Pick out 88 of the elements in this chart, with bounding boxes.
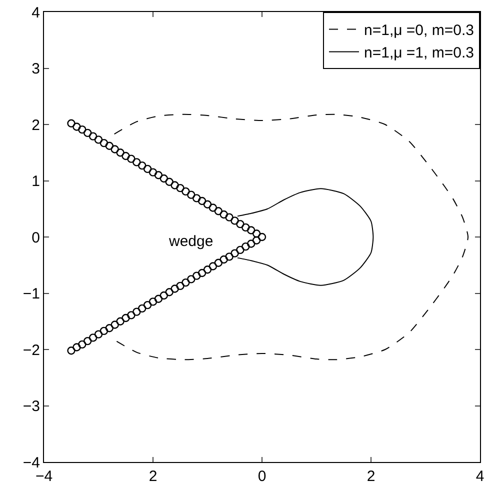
point — [94, 136, 103, 144]
point — [110, 320, 119, 329]
line-series — [114, 114, 469, 360]
point — [122, 314, 130, 322]
point — [116, 317, 124, 326]
y-tick-label: 4 — [32, 4, 40, 22]
point — [208, 204, 218, 212]
point — [230, 249, 239, 258]
point — [138, 161, 146, 170]
point — [220, 210, 228, 219]
point — [220, 255, 228, 264]
y-tick-label: 1 — [32, 173, 40, 190]
point — [203, 266, 212, 274]
point — [247, 240, 256, 248]
x-tick-label: 2 — [366, 468, 376, 485]
point — [236, 220, 244, 228]
point — [198, 196, 206, 206]
legend-label: n=1,μ =0, m=0.3 — [364, 22, 474, 40]
point — [252, 236, 261, 244]
y-tick-label: −2 — [22, 342, 40, 359]
point — [198, 268, 206, 278]
point — [160, 174, 168, 183]
point — [242, 242, 250, 251]
point — [170, 181, 179, 190]
point — [132, 308, 141, 316]
point — [187, 190, 196, 199]
point — [88, 132, 98, 140]
y-tick-label: −4 — [22, 454, 40, 472]
x-tick-label: 4 — [476, 468, 484, 485]
point — [176, 184, 184, 192]
x-tick-label: 2 — [148, 468, 158, 485]
point — [132, 158, 141, 166]
point — [225, 252, 234, 261]
point — [258, 232, 266, 242]
y-tick-label: 0 — [32, 229, 40, 246]
point — [116, 148, 124, 157]
point — [127, 154, 136, 163]
y-tick-label: −3 — [22, 398, 40, 415]
point — [203, 200, 212, 208]
point — [105, 324, 114, 332]
point — [67, 119, 76, 128]
point — [127, 311, 136, 320]
y-tick-label: −1 — [22, 286, 40, 302]
point — [110, 145, 119, 154]
point — [252, 230, 261, 238]
point — [214, 258, 222, 267]
point — [78, 125, 86, 134]
y-tick-label: 3 — [32, 60, 40, 78]
point — [247, 226, 256, 234]
point — [122, 152, 130, 160]
point — [78, 340, 86, 349]
point — [230, 216, 239, 225]
point — [148, 168, 158, 176]
point — [160, 291, 168, 300]
point — [165, 288, 174, 296]
point — [242, 223, 250, 232]
point — [225, 213, 234, 222]
point — [182, 278, 190, 287]
legend-label: n=1,μ =1, m=0.3 — [364, 44, 474, 62]
point — [187, 275, 196, 284]
point — [88, 334, 98, 342]
point — [72, 122, 81, 131]
point — [182, 187, 190, 196]
point — [72, 343, 81, 352]
point — [165, 178, 174, 186]
point — [176, 282, 184, 290]
point — [100, 138, 108, 148]
point — [143, 164, 152, 174]
point — [236, 246, 244, 254]
x-tick-label: 0 — [258, 468, 266, 485]
point — [84, 336, 92, 346]
point — [214, 207, 222, 216]
annotation: wedge — [168, 233, 214, 250]
point — [154, 294, 163, 303]
point — [100, 326, 108, 336]
point — [148, 298, 158, 306]
point — [208, 262, 218, 270]
point — [192, 272, 201, 280]
point — [84, 128, 92, 138]
point — [105, 142, 114, 150]
point — [170, 284, 179, 293]
point — [154, 171, 163, 180]
y-tick-label: 2 — [32, 116, 40, 134]
point — [143, 300, 152, 310]
point — [94, 330, 103, 338]
point — [192, 194, 201, 202]
point — [67, 346, 76, 355]
point — [138, 304, 146, 313]
